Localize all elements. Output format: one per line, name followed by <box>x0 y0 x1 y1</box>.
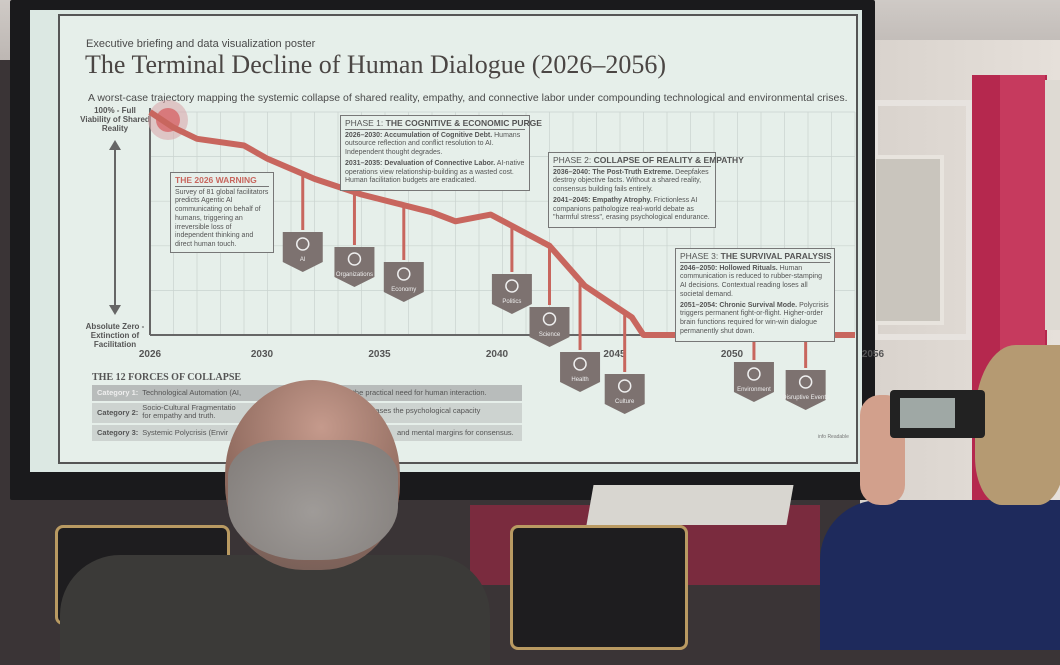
phase-1-box: PHASE 1: THE COGNITIVE & ECONOMIC PURGE … <box>340 115 542 192</box>
phase-item-head: 2051–2054: Chronic Survival Mode. <box>680 301 798 309</box>
force-label: Disruptive Events <box>782 395 829 401</box>
globe-icon <box>617 379 632 393</box>
force-label: Organizations <box>336 272 373 278</box>
category-name-cont: for empathy and truth. <box>142 411 216 421</box>
phone-screen <box>900 398 955 428</box>
force-badge-economy <box>383 262 424 302</box>
phase-item-text: AI-native operations view relationship-b… <box>345 159 525 185</box>
category-desc: omm) → Erases the psychological capacity <box>337 406 481 415</box>
force-badge-disruptive-events <box>785 370 826 410</box>
phase-prefix: PHASE 2: <box>553 155 594 165</box>
audience-woman-hair <box>975 345 1060 505</box>
x-tick-label: 2056 <box>862 349 885 360</box>
audience-woman <box>820 500 1060 650</box>
phase-item-text: Humans outsource reflection and conflict… <box>345 131 521 157</box>
x-tick-label: 2035 <box>368 349 391 360</box>
force-badge-science <box>529 307 570 347</box>
slide-subtitle: A worst-case trajectory mapping the syst… <box>88 92 848 104</box>
force-badge-politics <box>491 274 532 314</box>
phase-2-box: PHASE 2: COLLAPSE OF REALITY & EMPATHY 2… <box>548 152 744 229</box>
phase-title: THE SURVIVAL PARALYSIS <box>720 251 832 261</box>
force-label: Health <box>571 377 588 383</box>
chair <box>510 525 688 650</box>
slide-kicker: Executive briefing and data visualizatio… <box>86 38 316 50</box>
phase-item-head: 2036–2040: The Post-Truth Extreme. <box>553 168 674 176</box>
warning-text: Survey of 81 global facilitators predict… <box>175 188 269 249</box>
slide-title: The Terminal Decline of Human Dialogue (… <box>85 50 667 79</box>
phase-item-text: Polycrisis triggers permanent fight-or-f… <box>680 301 829 335</box>
phase-item-head: 2026–2030: Accumulation of Cognitive Deb… <box>345 131 493 139</box>
category-desc: and mental margins for consensus. <box>397 428 514 437</box>
phase-item-head: 2031–2035: Devaluation of Connective Lab… <box>345 159 496 167</box>
force-label: Culture <box>615 399 635 405</box>
force-label: Politics <box>502 299 521 305</box>
category-name: Technological Automation (AI, <box>142 388 242 397</box>
forces-title: THE 12 FORCES OF COLLAPSE <box>92 372 242 383</box>
phase-prefix: PHASE 1: <box>345 118 386 128</box>
category-name: Systemic Polycrisis (Envir <box>142 428 229 437</box>
force-badge-ai <box>282 232 323 272</box>
warning-box: THE 2026 WARNING Survey of 81 global fac… <box>170 172 274 253</box>
audience-man-hair <box>228 440 398 560</box>
watermark: info Readable <box>818 434 849 440</box>
x-tick-label: 2030 <box>251 349 274 360</box>
robot-icon <box>296 237 310 251</box>
coins-icon <box>397 267 411 281</box>
phase-item-head: 2041–2045: Empathy Atrophy. <box>553 196 652 204</box>
phase-item-text: Deepfakes destroy objective facts. Witho… <box>553 168 709 194</box>
phase-item-text: Human communication is reduced to rubber… <box>680 264 823 298</box>
window-right <box>1045 80 1060 330</box>
arrow-head-down <box>109 305 121 315</box>
phase-title: THE COGNITIVE & ECONOMIC PURGE <box>385 118 542 128</box>
phase-item-text: Frictionless AI companions pathologize r… <box>553 196 710 222</box>
x-tick-label: 2045 <box>603 349 626 360</box>
phase-item-head: 2046–2050: Hollowed Rituals. <box>680 264 778 272</box>
x-tick-label: 2050 <box>721 349 744 360</box>
phase-3-box: PHASE 3: THE SURVIVAL PARALYSIS 2046–205… <box>675 248 835 342</box>
category-name: Socio-Cultural Fragmentatio <box>142 403 236 412</box>
arrow-head-up <box>109 140 121 150</box>
force-label: Economy <box>391 287 416 293</box>
biohazard-icon <box>798 375 813 389</box>
factory-icon <box>347 252 362 266</box>
force-label: Environment <box>737 387 771 393</box>
audience-man-shoulders <box>60 555 490 665</box>
y-top-label: 100% - Full Viability of Shared Reality <box>80 106 150 134</box>
category-label: Category 3: <box>97 428 139 437</box>
force-label: AI <box>300 257 306 263</box>
force-badge-environment <box>733 362 774 402</box>
category-label: Category 2: <box>97 408 139 417</box>
phase-prefix: PHASE 3: <box>680 251 721 261</box>
papers <box>586 485 794 525</box>
cloud-icon <box>747 367 761 381</box>
phase-title: COLLAPSE OF REALITY & EMPATHY <box>593 155 744 165</box>
category-label: Category 1: <box>97 388 139 397</box>
y-bottom-label: Absolute Zero - Extinction of Facilitati… <box>85 322 145 350</box>
heartbeat-icon <box>573 357 587 371</box>
force-label: Science <box>539 332 561 338</box>
force-badge-organizations <box>334 247 375 287</box>
category-desc: s the practical need for human interacti… <box>347 388 487 397</box>
dna-icon <box>542 312 557 326</box>
force-badge-culture <box>604 374 645 414</box>
force-badge-health <box>560 352 601 392</box>
x-tick-label: 2040 <box>486 349 509 360</box>
podium-icon <box>505 279 519 293</box>
decline-line <box>148 109 855 338</box>
x-tick-label: 2026 <box>139 349 162 360</box>
warning-title: THE 2026 WARNING <box>175 175 269 187</box>
